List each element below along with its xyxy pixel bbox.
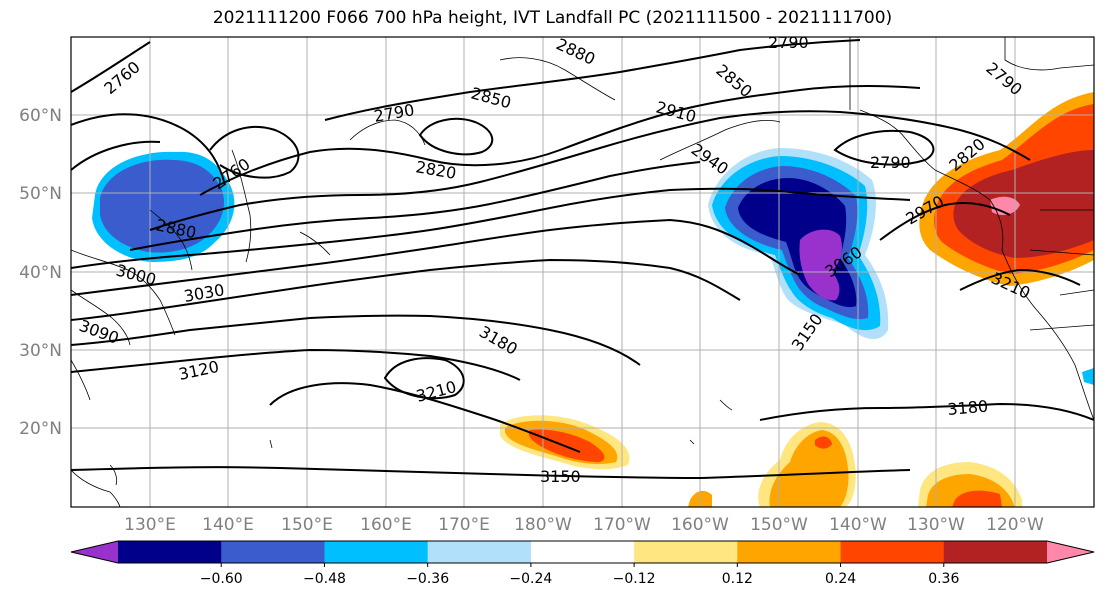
lon-label: 150°W [750, 515, 808, 535]
colorbar-tick-label: −0.48 [303, 571, 346, 587]
colorbar-outline [70, 540, 1095, 564]
colorbar-extend-low [71, 541, 118, 563]
lon-label: 140°E [202, 515, 254, 535]
latitude-labels: 60°N 50°N 40°N 30°N 20°N [19, 106, 62, 439]
contour-label: 2790 [768, 33, 809, 52]
lon-label: 180°W [514, 515, 572, 535]
lat-label: 50°N [19, 184, 62, 204]
map-title: 2021111200 F066 700 hPa height, IVT Land… [212, 8, 893, 28]
colorbar-swatch [943, 541, 1048, 563]
lat-label: 20°N [19, 419, 62, 439]
map-frame [70, 36, 1095, 508]
colorbar-tick-label: 0.12 [722, 571, 753, 587]
ivt-shading-subtropics [500, 368, 1094, 507]
colorbar-swatch [427, 541, 532, 563]
lon-label: 150°E [281, 515, 333, 535]
lon-label: 170°W [593, 515, 651, 535]
lon-label: 120°W [986, 515, 1044, 535]
lon-label: 160°W [671, 515, 729, 535]
lon-label: 140°W [829, 515, 887, 535]
colorbar-tick-label: 0.36 [928, 571, 959, 587]
lon-label: 130°W [907, 515, 965, 535]
colorbar-swatch [737, 541, 842, 563]
lon-label: 130°E [124, 515, 176, 535]
contour-label: 2820 [1094, 75, 1105, 94]
gridlines [71, 37, 1094, 507]
colorbar-tick-label: −0.60 [200, 571, 243, 587]
colorbar-swatch [324, 541, 429, 563]
ivt-shading-east [919, 92, 1094, 286]
contour-label: 3150 [540, 467, 581, 486]
lat-label: 60°N [19, 106, 62, 126]
colorbar-tick-label: 0.24 [825, 571, 856, 587]
colorbar-swatch [634, 541, 738, 563]
ivt-shading-west [92, 151, 235, 262]
colorbar-tick-label: −0.12 [613, 571, 656, 587]
contour-label: 3180 [947, 397, 989, 419]
colorbar-swatch [530, 541, 635, 563]
colorbar: −0.60 −0.48 −0.36 −0.24 −0.12 0.12 0.24 0.36 [70, 540, 1095, 587]
height-contours [71, 39, 1094, 480]
colorbar-swatch [118, 541, 222, 563]
colorbar-tick-label: −0.36 [406, 571, 449, 587]
colorbar-tick-label: −0.24 [509, 571, 552, 587]
colorbar-extend-high [1047, 541, 1094, 563]
colorbar-swatch [840, 541, 945, 563]
colorbar-swatch [221, 541, 325, 563]
lon-label: 160°E [360, 515, 412, 535]
longitude-labels: 130°E 140°E 150°E 160°E 170°E 180°W 170°… [124, 515, 1044, 535]
contour-label: 2790 [870, 153, 911, 172]
lat-label: 40°N [19, 263, 62, 283]
lat-label: 30°N [19, 341, 62, 361]
lon-label: 170°E [438, 515, 490, 535]
